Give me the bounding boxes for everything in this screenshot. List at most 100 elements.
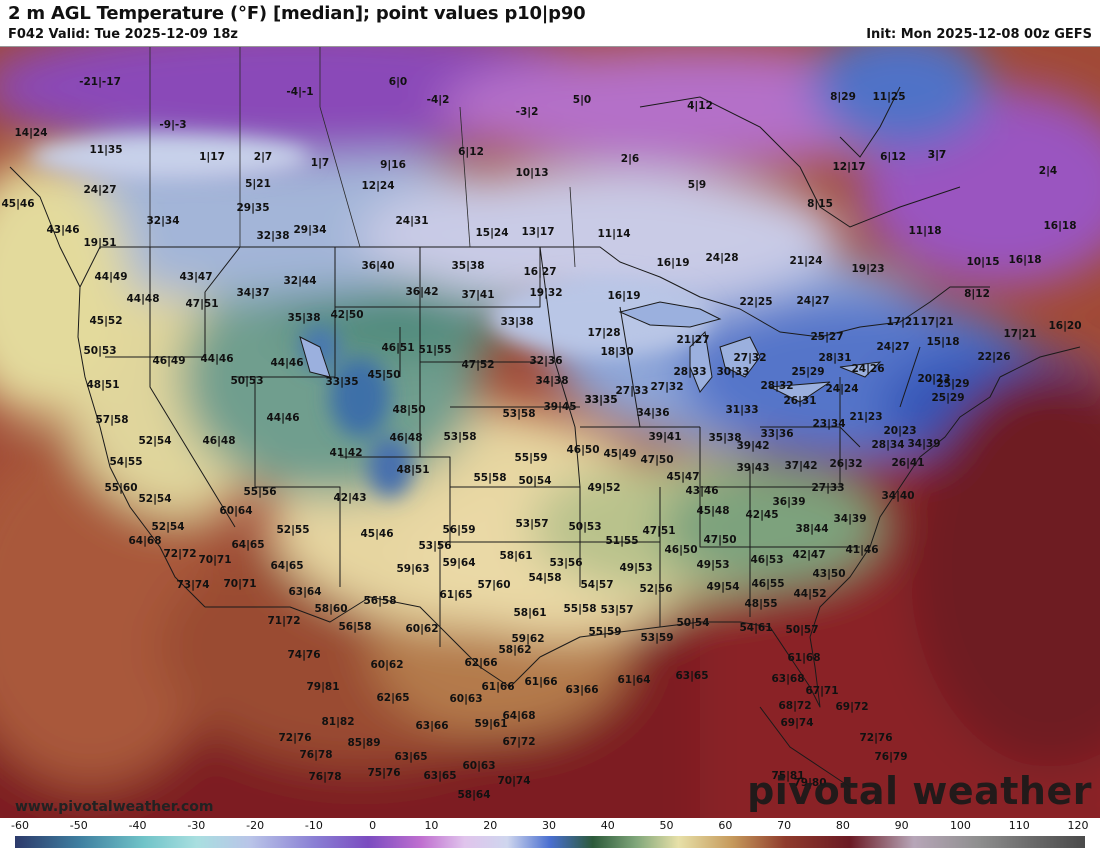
website-credit: www.pivotalweather.com — [15, 799, 214, 815]
point-value: 19|23 — [851, 263, 885, 275]
point-value: 32|34 — [146, 215, 180, 227]
colorbar-tick-label: -10 — [304, 819, 323, 832]
point-value: 17|21 — [886, 316, 920, 328]
point-value: 2|6 — [620, 153, 640, 165]
point-value: 56|58 — [363, 595, 397, 607]
point-value: 58|64 — [457, 789, 491, 801]
point-value: 61|66 — [481, 681, 515, 693]
point-value: 46|50 — [566, 444, 600, 456]
point-value: 63|65 — [423, 770, 457, 782]
map-title: 2 m AGL Temperature (°F) [median]; point… — [8, 3, 586, 24]
point-value: 46|51 — [381, 342, 415, 354]
point-value: 60|64 — [219, 505, 253, 517]
point-value: 45|52 — [89, 315, 123, 327]
point-value: 46|53 — [750, 554, 784, 566]
point-value: 43|46 — [46, 224, 80, 236]
colorbar-tick-label: 120 — [1067, 819, 1089, 832]
point-value: -4|2 — [426, 94, 450, 106]
point-value: 19|51 — [83, 237, 117, 249]
point-value: 75|76 — [367, 767, 401, 779]
point-value: 45|49 — [603, 448, 637, 460]
point-value: 44|46 — [266, 412, 300, 424]
point-value: 25|27 — [810, 331, 844, 343]
point-value: 24|27 — [876, 341, 910, 353]
point-value: 64|65 — [270, 560, 304, 572]
point-value: 45|50 — [367, 369, 401, 381]
point-value: 8|15 — [807, 198, 833, 210]
point-value: 26|31 — [783, 395, 817, 407]
point-value: 21|27 — [676, 334, 710, 346]
point-value: -9|-3 — [159, 119, 187, 131]
point-value: 53|59 — [640, 632, 674, 644]
point-value: 24|27 — [796, 295, 830, 307]
point-value: 17|28 — [587, 327, 621, 339]
header: 2 m AGL Temperature (°F) [median]; point… — [0, 0, 1100, 46]
point-value: 37|42 — [784, 460, 818, 472]
point-value: 46|48 — [389, 432, 423, 444]
point-value: 58|61 — [513, 607, 547, 619]
point-value: 27|33 — [615, 385, 649, 397]
point-value: 51|55 — [605, 535, 639, 547]
point-value: 53|56 — [549, 557, 583, 569]
point-value: 70|71 — [198, 554, 232, 566]
temperature-map[interactable]: -21|-17 -4|-1 6|0 -4|2 -3|2 5|0 4|12 8|29 11|25 1… — [0, 46, 1100, 820]
point-value: 72|76 — [859, 732, 893, 744]
point-value: 63|64 — [288, 586, 322, 598]
point-value: 39|41 — [648, 431, 682, 443]
point-value: 57|58 — [95, 414, 129, 426]
point-value: 69|74 — [780, 717, 814, 729]
point-value: 34|39 — [833, 513, 867, 525]
point-value: 64|68 — [128, 535, 162, 547]
point-value: 16|19 — [656, 257, 690, 269]
point-value: 6|12 — [458, 146, 484, 158]
point-value: 42|45 — [745, 509, 779, 521]
point-value: 16|20 — [1048, 320, 1082, 332]
point-value: 12|24 — [361, 180, 395, 192]
point-value: 10|13 — [515, 167, 549, 179]
point-value: 3|7 — [927, 149, 947, 161]
point-value: 1|17 — [199, 151, 225, 163]
point-value: 53|56 — [418, 540, 452, 552]
point-value: 56|58 — [338, 621, 372, 633]
point-value: 59|64 — [442, 557, 476, 569]
point-value: 26|32 — [829, 458, 863, 470]
point-value: 6|12 — [880, 151, 906, 163]
point-value: 50|53 — [230, 375, 264, 387]
point-value: 45|48 — [696, 505, 730, 517]
point-value: 29|34 — [293, 224, 327, 236]
point-value: 55|56 — [243, 486, 277, 498]
point-value: 3|7 — [927, 149, 947, 161]
point-value: 61|66 — [524, 676, 558, 688]
boundaries — [77, 246, 1001, 708]
point-value: 11|35 — [89, 144, 123, 156]
point-value: 39|42 — [736, 440, 770, 452]
point-value: 5|9 — [687, 179, 707, 191]
colorbar-tick-label: 100 — [949, 819, 971, 832]
point-value: 52|54 — [138, 493, 172, 505]
colorbar-tick-label: 30 — [542, 819, 556, 832]
point-value: 55|58 — [473, 472, 507, 484]
point-value: 43|47 — [179, 271, 213, 283]
point-value: 47|51 — [185, 298, 219, 310]
point-value: 69|72 — [835, 701, 869, 713]
point-value: 14|24 — [14, 127, 48, 139]
point-value: 43|50 — [812, 568, 846, 580]
point-value: 33|36 — [760, 428, 794, 440]
point-value: 62|65 — [376, 692, 410, 704]
point-value: 59|62 — [511, 633, 545, 645]
point-value: 35|38 — [451, 260, 485, 272]
colorbar-tick-label: 110 — [1008, 819, 1030, 832]
point-value: 48|55 — [744, 598, 778, 610]
point-value: -3|2 — [515, 106, 539, 118]
point-value: 25|29 — [936, 378, 970, 390]
point-value: 34|36 — [636, 407, 670, 419]
point-value: 76|79 — [874, 751, 908, 763]
point-value: 15|24 — [475, 227, 509, 239]
point-value: 47|51 — [642, 525, 676, 537]
point-value: 43|46 — [685, 485, 719, 497]
point-value: 63|65 — [394, 751, 428, 763]
colorbar-tick-label: -50 — [69, 819, 88, 832]
point-value: 67|71 — [805, 685, 839, 697]
point-value: 85|89 — [347, 737, 381, 749]
point-value: 57|60 — [477, 579, 511, 591]
